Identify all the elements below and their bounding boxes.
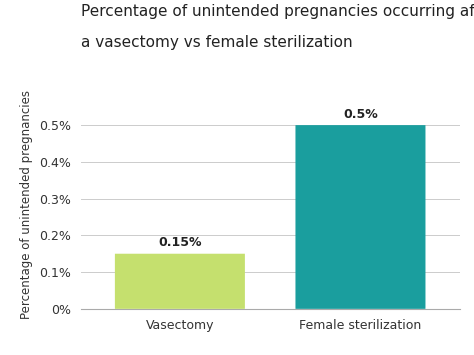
Y-axis label: Percentage of unintended pregnancies: Percentage of unintended pregnancies: [20, 89, 33, 319]
Text: Percentage of unintended pregnancies occurring after: Percentage of unintended pregnancies occ…: [81, 4, 474, 18]
FancyBboxPatch shape: [115, 254, 245, 309]
Text: 0.15%: 0.15%: [158, 236, 201, 249]
FancyBboxPatch shape: [295, 125, 426, 309]
Text: a vasectomy vs female sterilization: a vasectomy vs female sterilization: [81, 36, 352, 50]
Text: 0.5%: 0.5%: [343, 108, 378, 121]
